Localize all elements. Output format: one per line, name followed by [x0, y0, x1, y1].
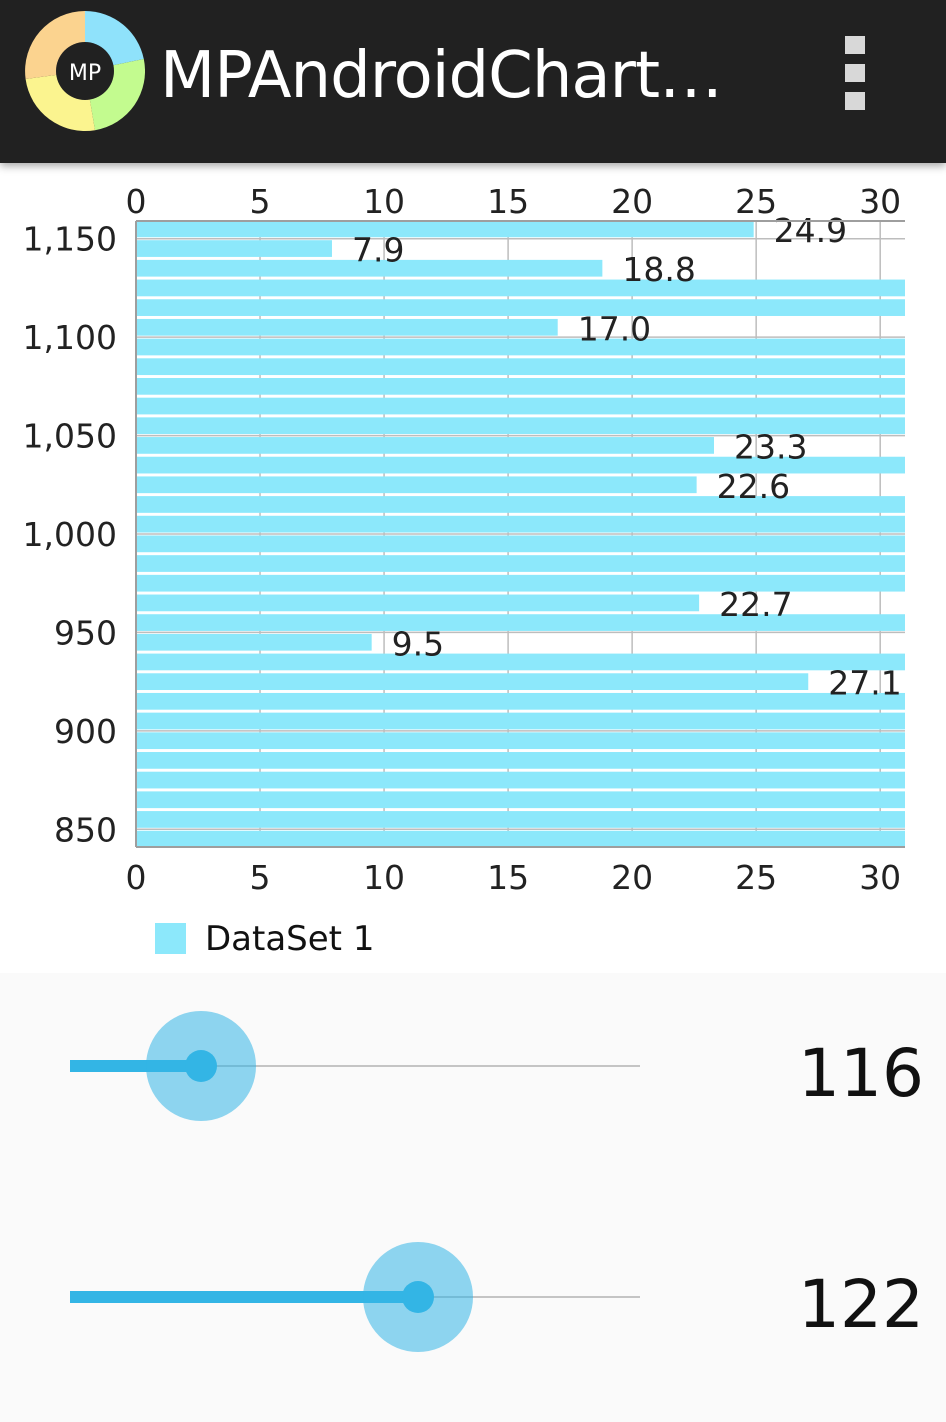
bar[interactable] — [136, 771, 905, 789]
bar[interactable] — [136, 299, 905, 316]
bar-value-label: 7.9 — [352, 231, 404, 270]
bar[interactable] — [136, 712, 905, 730]
slider-y-range[interactable] — [70, 1242, 640, 1352]
y-tick-label: 1,100 — [23, 318, 117, 357]
bar-value-label: 18.8 — [622, 250, 695, 289]
bar[interactable] — [136, 377, 905, 395]
chart-value-labels: 24.9 7.9 18.8 17.0 23.322.6 22.7 9.5 27.1 — [352, 211, 902, 703]
bar[interactable] — [136, 614, 905, 631]
overflow-menu-icon[interactable] — [828, 28, 882, 118]
app-title: MPAndroidChart… — [160, 39, 723, 113]
chart-bars — [136, 220, 905, 848]
x-tick-label-top: 15 — [487, 182, 529, 221]
x-tick-label-top: 0 — [126, 182, 147, 221]
x-tick-label-bottom: 30 — [859, 858, 901, 897]
x-tick-label-bottom: 20 — [611, 858, 653, 897]
slider-y-value: 122 — [798, 1266, 924, 1343]
bar[interactable] — [136, 240, 332, 257]
bar-value-label: 22.7 — [719, 585, 792, 624]
legend-label: DataSet 1 — [205, 919, 374, 959]
app-logo-icon[interactable]: MP — [25, 10, 145, 132]
logo-center — [56, 42, 114, 100]
slider-x-range[interactable] — [70, 1011, 640, 1121]
bar[interactable] — [136, 574, 905, 592]
bar[interactable] — [136, 692, 905, 710]
bar[interactable] — [136, 417, 905, 435]
bar[interactable] — [136, 555, 905, 572]
bar[interactable] — [136, 279, 905, 297]
x-tick-label-top: 5 — [250, 182, 271, 221]
bar-value-label: 22.6 — [717, 467, 790, 506]
x-tick-label-bottom: 5 — [250, 858, 271, 897]
slider-fill — [70, 1291, 418, 1303]
bar[interactable] — [136, 791, 905, 809]
bar-value-label: 23.3 — [734, 427, 807, 466]
bar[interactable] — [136, 732, 905, 750]
bar[interactable] — [136, 594, 700, 612]
bar[interactable] — [136, 535, 905, 553]
horizontal-bar-chart[interactable]: 24.9 7.9 18.8 17.0 23.3 22.6 22.7 9.5 27.1 0 0 5 5 1… — [0, 163, 946, 973]
slider-thumb[interactable] — [185, 1050, 218, 1082]
bar[interactable] — [136, 318, 558, 336]
logo-text: MP — [69, 61, 101, 86]
x-tick-label-bottom: 25 — [735, 858, 777, 897]
bar[interactable] — [136, 476, 697, 494]
y-tick-label: 950 — [54, 613, 117, 652]
bar-value-label: 9.5 — [392, 624, 444, 663]
x-tick-label-top: 25 — [735, 182, 777, 221]
bar[interactable] — [136, 811, 905, 828]
legend-swatch — [155, 923, 186, 954]
bar[interactable] — [136, 653, 905, 671]
chart-canvas[interactable]: 24.9 7.9 18.8 17.0 23.322.6 22.7 9.5 27.1 0 0 5 5 1… — [0, 163, 946, 973]
bar-value-label: 27.1 — [828, 664, 901, 703]
bar-value-label: 24.9 — [774, 211, 847, 250]
bar[interactable] — [136, 338, 905, 356]
bar[interactable] — [136, 496, 905, 513]
x-tick-label-top: 10 — [363, 182, 405, 221]
chart-axes: 0 0 5 5 10 10 15 15 20 20 25 25 30 30 1,150 1,100 1,050 1… — [23, 182, 905, 897]
bar[interactable] — [136, 220, 754, 238]
bar[interactable] — [136, 673, 809, 691]
x-tick-label-bottom: 10 — [363, 858, 405, 897]
x-tick-label-top: 20 — [611, 182, 653, 221]
bar-value-label: 17.0 — [578, 309, 651, 348]
bar[interactable] — [136, 397, 905, 415]
slider-thumb[interactable] — [401, 1281, 434, 1313]
bar[interactable] — [136, 456, 905, 474]
bar[interactable] — [136, 633, 372, 651]
bar[interactable] — [136, 437, 714, 454]
bar[interactable] — [136, 830, 905, 848]
bar[interactable] — [136, 259, 603, 277]
slider-x-value: 116 — [798, 1035, 924, 1112]
bar[interactable] — [136, 358, 905, 376]
x-tick-label-top: 30 — [859, 182, 901, 221]
bar[interactable] — [136, 752, 905, 769]
slider-panel: 116 122 — [0, 973, 946, 1422]
y-tick-label: 850 — [54, 810, 117, 849]
y-tick-label: 1,150 — [23, 220, 117, 259]
app-bar: MP MPAndroidChart… — [0, 0, 946, 163]
y-tick-label: 1,000 — [23, 515, 117, 554]
y-tick-label: 900 — [54, 712, 117, 751]
slider-track[interactable] — [70, 1065, 640, 1067]
x-tick-label-bottom: 0 — [126, 858, 147, 897]
bar[interactable] — [136, 515, 905, 533]
x-tick-label-bottom: 15 — [487, 858, 529, 897]
y-tick-label: 1,050 — [23, 417, 117, 456]
